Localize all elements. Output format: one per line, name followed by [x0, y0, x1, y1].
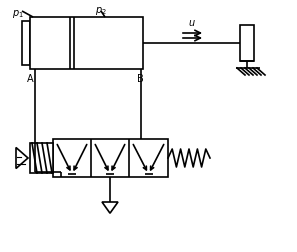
- Text: $p_1$: $p_1$: [12, 8, 24, 20]
- Text: $u$: $u$: [188, 18, 196, 28]
- Bar: [240, 26, 254, 62]
- Text: A: A: [27, 74, 33, 84]
- Text: B: B: [137, 74, 143, 84]
- Bar: [30, 18, 143, 70]
- Text: $p_2$: $p_2$: [95, 5, 107, 17]
- Bar: [30, 143, 53, 173]
- Bar: [22, 22, 30, 66]
- Bar: [53, 139, 168, 177]
